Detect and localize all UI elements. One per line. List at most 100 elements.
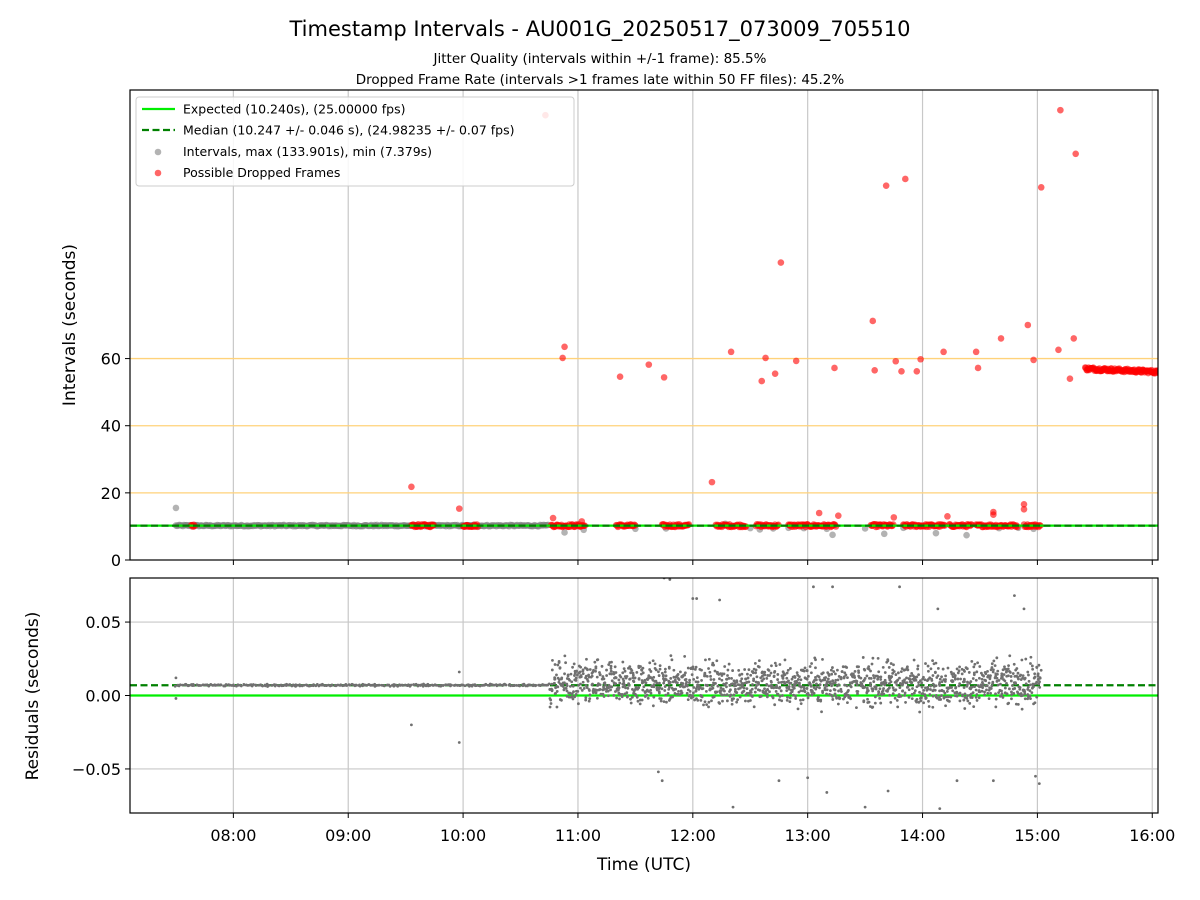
residual-point	[601, 692, 605, 696]
residual-point	[794, 694, 797, 698]
residual-point	[919, 699, 923, 703]
residual-point	[441, 684, 445, 687]
residual-point	[783, 673, 787, 677]
residual-point	[631, 688, 634, 691]
residual-point	[602, 695, 606, 698]
residual-point	[980, 689, 984, 693]
residual-point	[664, 678, 668, 682]
residual-point	[944, 704, 947, 708]
residual-point	[809, 671, 813, 675]
residual-point	[884, 681, 888, 685]
residual-point	[905, 676, 908, 680]
residual-point	[765, 683, 769, 686]
residuals-y-label: Residuals (seconds)	[23, 612, 43, 781]
residual-point	[995, 676, 999, 680]
residual-point	[768, 690, 771, 694]
residual-point	[780, 699, 784, 703]
residuals-series	[173, 578, 1043, 810]
interval-point	[829, 531, 836, 539]
residual-point	[797, 690, 801, 694]
intervals-x-ticks	[232, 560, 1153, 565]
residual-point	[856, 690, 860, 693]
residual-point	[586, 679, 590, 683]
residual-point	[923, 678, 927, 682]
residual-point	[224, 683, 228, 686]
residual-point	[947, 699, 951, 703]
interval-point	[932, 529, 940, 537]
residual-point	[696, 680, 700, 684]
residual-point	[814, 666, 817, 670]
residual-point	[899, 670, 903, 674]
residual-point	[454, 683, 457, 687]
residual-point	[973, 685, 976, 689]
residual-point	[692, 677, 696, 681]
residual-point	[609, 664, 613, 668]
interval-point	[963, 531, 970, 539]
residual-point	[714, 681, 717, 685]
residual-point	[789, 681, 793, 685]
residual-point	[740, 672, 744, 676]
residual-point	[695, 597, 699, 600]
residual-point	[807, 674, 810, 678]
residual-point	[859, 676, 863, 680]
residual-point	[883, 683, 887, 687]
residual-point	[691, 694, 694, 698]
residual-point	[667, 666, 671, 670]
residual-point	[955, 667, 959, 671]
residual-point	[1007, 701, 1011, 705]
residual-point	[863, 677, 867, 680]
residual-point	[478, 684, 482, 688]
residual-point	[644, 681, 648, 685]
residual-point	[837, 689, 840, 693]
residual-point	[966, 694, 969, 698]
residual-point	[958, 691, 962, 695]
residual-point	[810, 693, 814, 697]
residual-point	[966, 699, 970, 703]
residual-point	[856, 692, 859, 696]
residual-point	[565, 689, 569, 693]
residual-point	[989, 691, 992, 695]
residual-point	[918, 710, 922, 714]
residual-point	[889, 700, 893, 704]
residual-point	[976, 661, 980, 665]
residual-point	[983, 693, 986, 697]
residual-point	[894, 688, 898, 692]
residual-point	[903, 693, 907, 697]
residual-point	[954, 686, 957, 690]
residuals-x-ticks: 08:00 09:00 10:00 11:00 12:00 13:00 14:00 15:00…	[210, 813, 1175, 845]
residual-point	[944, 674, 948, 678]
y-tick-label: 0.05	[85, 613, 121, 632]
residual-point	[1014, 682, 1018, 686]
residual-point	[1027, 673, 1030, 677]
residual-point	[896, 671, 900, 675]
residual-point	[734, 684, 738, 688]
residual-point	[720, 678, 724, 682]
x-tick-label: 13:00	[785, 826, 831, 845]
residual-point	[872, 680, 876, 683]
residual-point	[783, 682, 787, 686]
dropped-frame-point	[1024, 321, 1032, 329]
residual-point	[704, 690, 708, 693]
residual-point	[958, 699, 962, 703]
residual-point	[629, 701, 633, 705]
residual-point	[716, 672, 719, 676]
residual-point	[774, 689, 778, 693]
residual-point	[239, 684, 243, 688]
residual-point	[978, 665, 982, 668]
residual-point	[831, 585, 834, 589]
residual-point	[631, 673, 635, 677]
residual-point	[450, 683, 453, 687]
residual-point	[270, 683, 274, 687]
residual-point	[704, 658, 707, 662]
residual-point	[774, 664, 778, 668]
residual-point	[594, 691, 598, 695]
residual-point	[514, 683, 518, 687]
residual-point	[893, 696, 897, 700]
dropped-frame-point	[1037, 184, 1045, 191]
chart-subtitle-dropped: Dropped Frame Rate (intervals >1 frames …	[356, 72, 845, 88]
residual-point	[836, 678, 840, 682]
residual-point	[670, 658, 674, 662]
residual-point	[825, 692, 828, 696]
residual-point	[901, 689, 905, 693]
residual-point	[242, 683, 246, 686]
